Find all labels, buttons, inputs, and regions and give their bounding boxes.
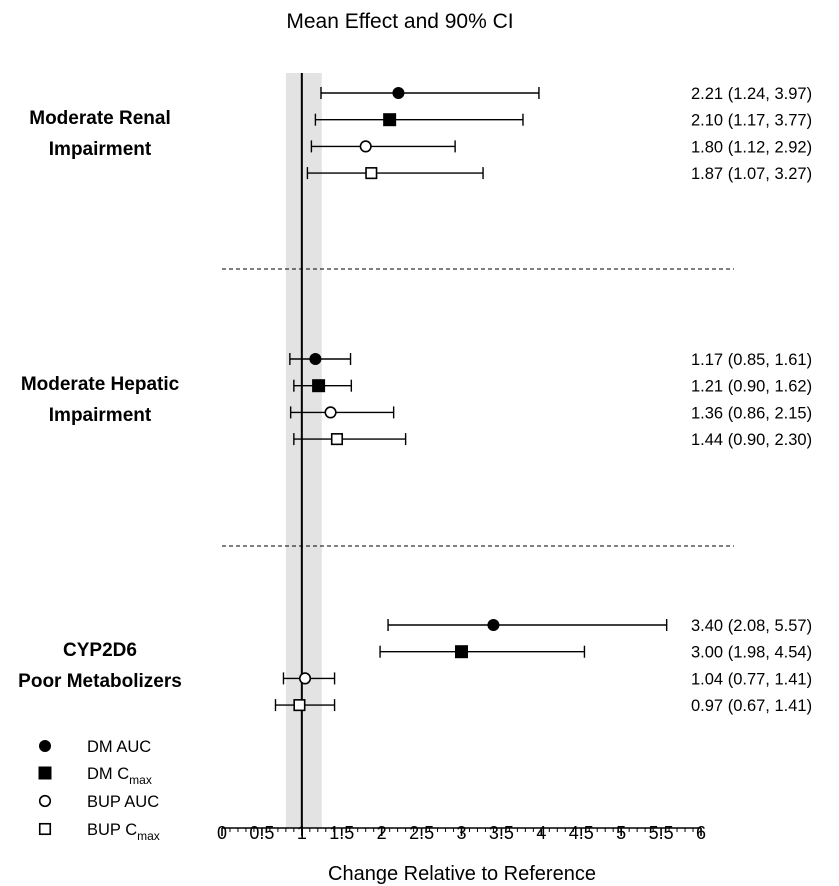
legend-label-subscript: max [129, 773, 152, 787]
point-filled-circle [487, 619, 500, 631]
group-label: Moderate Hepatic [21, 374, 180, 395]
reference-band [285, 73, 322, 828]
value-label: 1.80 (1.12, 2.92) [691, 138, 812, 156]
x-tick-label: 4 [536, 823, 546, 843]
chart-title: Mean Effect and 90% CI [286, 10, 513, 33]
value-label: 1.36 (0.86, 2.15) [691, 404, 812, 422]
x-tick-label: 5.5 [649, 823, 674, 843]
group-label: CYP2D6 [63, 640, 137, 661]
x-tick-label: 0 [217, 823, 227, 843]
x-tick-label: 3.5 [489, 823, 514, 843]
value-label: 1.87 (1.07, 3.27) [691, 165, 812, 183]
value-label: 0.97 (0.67, 1.41) [691, 697, 812, 715]
value-label: 1.21 (0.90, 1.62) [691, 378, 812, 396]
value-label: 1.17 (0.85, 1.61) [691, 351, 812, 369]
value-label: 2.10 (1.17, 3.77) [691, 112, 812, 130]
x-tick-label: 1 [297, 823, 307, 843]
legend-marker-open-square [38, 822, 52, 836]
x-tick-label: 5 [616, 823, 626, 843]
value-label: 1.04 (0.77, 1.41) [691, 670, 812, 688]
x-axis-label: Change Relative to Reference [328, 863, 596, 885]
point-filled-square [383, 113, 397, 127]
legend-marker-open-circle [38, 794, 52, 808]
point-filled-square [312, 379, 326, 393]
point-open-square [330, 433, 344, 446]
x-tick-label: 2.5 [409, 823, 434, 843]
legend-label: BUP AUC [87, 793, 159, 811]
legend-marker-filled-square [38, 766, 52, 780]
x-tick-label: 4.5 [569, 823, 594, 843]
x-tick-label: 6 [696, 823, 706, 843]
x-tick-label: 2 [377, 823, 387, 843]
value-label: 3.40 (2.08, 5.57) [691, 617, 812, 635]
x-tick-label: 0.5 [249, 823, 274, 843]
group-label: Impairment [49, 139, 152, 160]
point-open-circle [324, 406, 337, 419]
x-tick-label: 1.5 [329, 823, 354, 843]
group-label: Poor Metabolizers [18, 671, 182, 692]
point-open-square [365, 167, 378, 180]
point-open-circle [359, 140, 372, 153]
point-filled-circle [392, 87, 405, 99]
legend-label: DM AUC [87, 738, 151, 756]
legend-label: DM Cmax [87, 765, 152, 787]
point-open-circle [298, 672, 312, 685]
legend-label: BUP Cmax [87, 821, 160, 843]
point-open-square [293, 699, 306, 712]
group-label: Moderate Renal [29, 108, 170, 129]
legend-marker-filled-circle [39, 740, 51, 752]
point-filled-circle [309, 353, 322, 365]
group-label: Impairment [49, 405, 152, 426]
point-filled-square [455, 645, 468, 659]
x-tick-label: 3 [456, 823, 466, 843]
legend-label-subscript: max [137, 829, 160, 843]
value-label: 3.00 (1.98, 4.54) [691, 644, 812, 662]
value-label: 2.21 (1.24, 3.97) [691, 85, 812, 103]
value-label: 1.44 (0.90, 2.30) [691, 431, 812, 449]
